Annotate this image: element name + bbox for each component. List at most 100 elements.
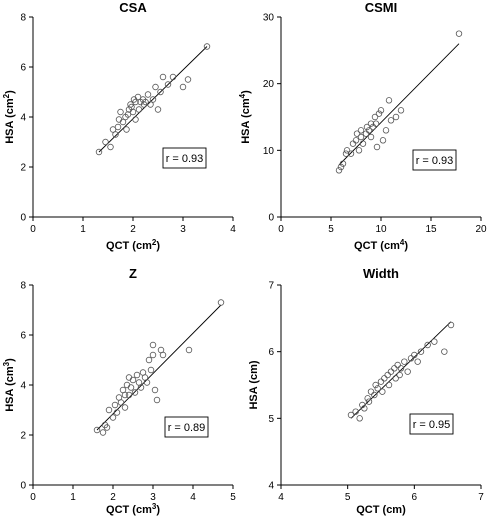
data-point [127,384,135,391]
r-value-label: r = 0.93 [166,153,204,165]
y-tick-label: 2 [20,431,26,442]
r-value-box [412,149,457,171]
data-point [381,375,388,382]
x-axis-label: QCT (cm4) [354,238,408,253]
data-point [404,368,411,375]
data-point [131,389,139,396]
data-point [377,107,385,114]
data-point [396,371,403,379]
data-point [379,388,386,395]
data-point [349,140,357,147]
y-tick-label: 0 [268,213,274,224]
data-point [379,137,387,144]
x-tick-label: 3 [180,224,186,235]
x-axis-label: QCT (cm3) [106,502,160,517]
data-point [119,118,127,126]
data-point [121,391,129,399]
y-tick-label: 0 [20,213,26,224]
data-point [397,365,405,372]
data-point [364,395,371,402]
data-point [147,366,155,374]
data-point [114,123,122,131]
y-tick-label: 6 [268,347,274,358]
data-point [417,348,425,355]
regression-line [350,321,452,419]
data-point [121,404,129,411]
panel-csa: CSA 0 1 2 3 4 0 2 4 6 8 r = 0.93 QCT (cm2) HSA (c… [2,0,237,252]
x-tick-label: 20 [475,224,487,235]
data-point [164,81,172,88]
data-point [339,160,347,167]
data-point [431,338,438,345]
x-tick-label: 5 [230,492,236,503]
data-point [124,111,132,118]
data-point [149,351,157,359]
x-tick-label: 0 [30,492,36,503]
data-point [353,130,361,137]
data-point [455,30,463,37]
x-tick-label: 3 [150,492,156,503]
panel-title: CSA [119,0,147,15]
data-point [401,358,408,365]
x-tick-label: 2 [110,492,116,503]
data-point [373,143,381,151]
x-tick-label: 10 [375,224,387,235]
data-point [335,167,343,174]
data-point [217,299,225,306]
data-point [95,148,103,156]
r-value-box [409,413,454,435]
x-tick-label: 4 [278,492,284,503]
data-point [441,348,448,355]
data-point [153,396,161,404]
data-point [203,43,211,50]
data-point [142,98,149,106]
data-point [179,83,187,91]
data-point [99,429,107,436]
data-point [375,110,383,117]
data-point [133,371,141,379]
r-value-box [164,416,209,438]
data-point [149,96,157,103]
y-tick-label: 2 [20,163,26,174]
data-point [123,381,131,389]
y-tick-label: 4 [20,113,26,124]
data-point [361,405,368,412]
y-tick-label: 30 [263,13,275,24]
regression-line [338,43,460,166]
x-axis-label: QCT (cm2) [106,238,160,253]
x-tick-label: 7 [478,492,484,503]
x-tick-label: 5 [345,492,351,503]
y-axis-label: HSA (cm2) [2,90,17,144]
data-point [372,381,379,389]
x-tick-label: 0 [30,224,36,235]
data-point [424,341,431,349]
y-axis-label: HSA (cm4) [238,90,253,144]
data-point [414,358,421,365]
x-tick-label: 1 [80,224,86,235]
data-point [385,97,393,104]
data-point [447,321,455,329]
data-point [374,385,381,392]
y-tick-label: 5 [268,414,274,425]
data-point [115,116,123,123]
x-tick-label: 5 [328,224,334,235]
data-point [159,351,167,359]
data-point [342,150,350,157]
data-point [137,384,145,391]
data-point [132,98,139,106]
y-tick-label: 6 [20,63,26,74]
data-point [151,386,159,394]
x-tick-label: 1 [70,492,76,503]
data-point [105,406,113,414]
x-tick-label: 2 [130,224,136,235]
y-tick-label: 4 [268,481,274,492]
data-point [362,130,370,137]
data-point [407,355,415,362]
data-point [123,126,130,133]
data-point [387,117,395,124]
data-point [391,365,398,372]
data-point [372,120,380,127]
y-tick-label: 6 [20,331,26,342]
data-point [367,133,375,141]
